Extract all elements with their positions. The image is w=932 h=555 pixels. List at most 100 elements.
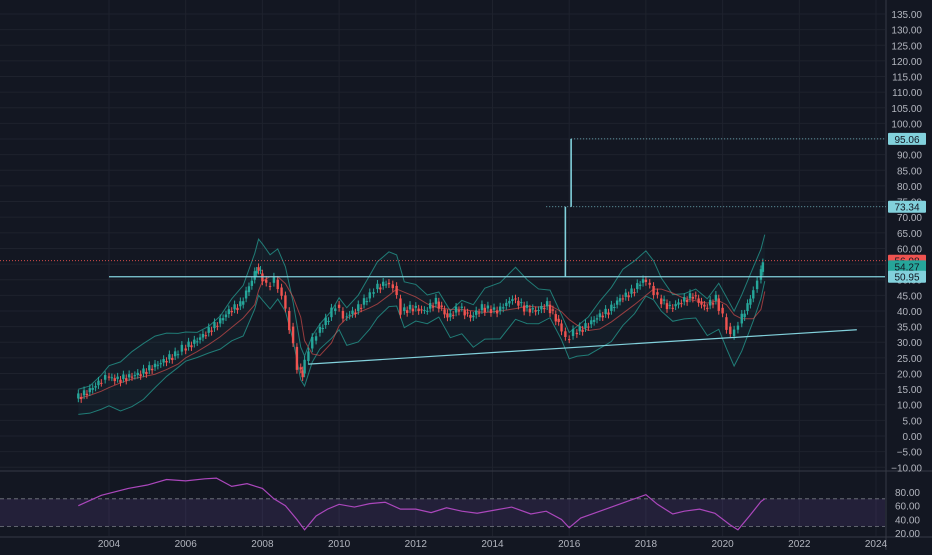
candle-body — [337, 304, 341, 308]
candle-body — [685, 300, 689, 303]
candle-body — [150, 368, 154, 371]
candle-body — [449, 313, 452, 318]
candle-body — [674, 304, 677, 307]
candle-body — [426, 310, 429, 312]
candle-body — [662, 299, 666, 301]
candle-body — [627, 295, 630, 298]
candle-body — [201, 333, 205, 338]
x-tick-label: 2008 — [251, 539, 274, 550]
candle-body — [82, 390, 86, 396]
candle-body — [434, 297, 438, 304]
candle-body — [437, 301, 441, 309]
candle-body — [403, 307, 406, 311]
candle-body — [759, 269, 763, 280]
y-tick-label: 85.00 — [897, 166, 922, 177]
candle-body — [136, 372, 139, 376]
candle-body — [749, 298, 752, 305]
x-tick-label: 2010 — [328, 539, 351, 550]
candle-body — [545, 301, 549, 307]
candle-body — [495, 310, 499, 314]
candle-body — [463, 310, 466, 316]
candle-body — [743, 313, 746, 318]
candle-body — [210, 330, 213, 332]
candle-body — [405, 310, 409, 313]
candle-body — [630, 288, 633, 294]
y-tick-label: −10.00 — [891, 463, 922, 474]
candle-body — [694, 295, 697, 297]
candle-body — [590, 320, 593, 325]
candle-body — [502, 307, 505, 309]
candle-body — [543, 307, 546, 310]
rsi-band-fill — [0, 498, 885, 527]
support-trendline[interactable] — [308, 329, 857, 365]
candle-body — [665, 303, 669, 310]
candle-body — [540, 305, 543, 310]
candle-body — [522, 305, 526, 312]
candle-body — [276, 279, 279, 290]
candle-body — [451, 314, 455, 316]
price-label-box — [888, 270, 926, 283]
candle-body — [688, 293, 692, 299]
y-tick-label: 15.00 — [897, 385, 922, 396]
candle-body — [133, 375, 137, 377]
y-tick-label: 5.00 — [903, 416, 923, 427]
candle-body — [303, 359, 306, 374]
y-tick-label: 100.00 — [891, 119, 922, 130]
candle-body — [700, 301, 703, 305]
rsi-tick-label: 80.00 — [895, 488, 920, 499]
candle-body — [624, 292, 627, 297]
candle-body — [584, 323, 587, 329]
candle-body — [706, 307, 709, 309]
candle-body — [148, 365, 151, 371]
candle-body — [259, 269, 262, 271]
candle-body — [721, 307, 724, 314]
x-tick-label: 2022 — [788, 539, 811, 550]
candle-body — [660, 298, 663, 305]
candle-body — [387, 282, 391, 285]
candle-body — [382, 281, 385, 286]
band-fill — [78, 234, 765, 415]
y-tick-label: 65.00 — [897, 229, 922, 240]
candle-body — [656, 292, 659, 295]
candle-body — [575, 332, 579, 335]
candle-body — [280, 287, 283, 296]
candle-body — [746, 303, 749, 311]
candle-body — [301, 370, 304, 378]
candle-body — [348, 314, 351, 316]
x-tick-label: 2004 — [98, 539, 121, 550]
candle-body — [193, 339, 196, 344]
candle-body — [466, 312, 469, 314]
candle-body — [525, 304, 529, 308]
candle-body — [621, 298, 625, 300]
candle-body — [321, 328, 325, 330]
candle-body — [431, 306, 435, 308]
candle-body — [227, 309, 231, 315]
candle-body — [365, 301, 369, 303]
y-tick-label: 70.00 — [897, 213, 922, 224]
candle-body — [414, 305, 417, 308]
candle-body — [477, 312, 481, 314]
candle-body — [307, 351, 310, 361]
candle-body — [755, 280, 759, 290]
candle-body — [288, 310, 291, 331]
candle-body — [247, 286, 251, 293]
candle-body — [224, 314, 228, 318]
candle-body — [408, 304, 412, 310]
candle-body — [351, 310, 354, 315]
candle-body — [610, 304, 613, 311]
candle-body — [379, 287, 382, 290]
candle-body — [489, 309, 493, 314]
candle-body — [125, 378, 128, 381]
y-tick-label: 80.00 — [897, 182, 922, 193]
candle-body — [244, 290, 248, 299]
candle-body — [638, 284, 642, 286]
candle-body — [469, 314, 472, 318]
candle-body — [554, 314, 557, 322]
candle-body — [446, 313, 449, 318]
candle-body — [648, 282, 651, 285]
candle-body — [607, 312, 610, 315]
candle-body — [221, 318, 225, 321]
candle-body — [253, 271, 256, 280]
